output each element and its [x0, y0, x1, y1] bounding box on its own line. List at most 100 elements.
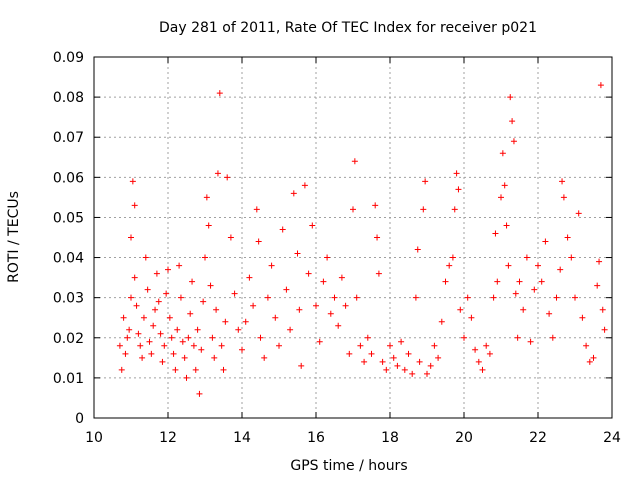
- data-point: [335, 322, 342, 329]
- y-tick-label: 0: [75, 411, 84, 427]
- data-point: [503, 222, 510, 229]
- data-point: [594, 282, 601, 289]
- data-point: [494, 278, 501, 285]
- y-tick-label: 0.08: [53, 90, 84, 106]
- data-point: [296, 306, 303, 313]
- data-point: [424, 370, 430, 377]
- data-point: [142, 254, 149, 261]
- data-point: [372, 202, 379, 209]
- data-point: [353, 294, 360, 301]
- data-point: [438, 318, 445, 325]
- data-point: [461, 334, 467, 341]
- data-point: [309, 222, 316, 229]
- data-point: [239, 346, 245, 353]
- data-point: [150, 322, 157, 329]
- data-point: [255, 238, 262, 245]
- data-point: [535, 262, 541, 269]
- data-point: [137, 342, 144, 349]
- y-tick-label: 0.02: [53, 331, 84, 347]
- data-point: [268, 262, 275, 269]
- data-point: [294, 250, 301, 257]
- data-point: [586, 358, 593, 365]
- data-point: [213, 306, 220, 313]
- data-point: [153, 270, 160, 277]
- data-point: [364, 334, 371, 341]
- data-point: [599, 306, 606, 313]
- data-point: [387, 342, 393, 349]
- data-point: [350, 206, 356, 213]
- data-point: [414, 246, 421, 253]
- data-point: [560, 194, 567, 201]
- data-point: [483, 342, 490, 349]
- data-point: [464, 294, 471, 301]
- data-point: [394, 362, 401, 369]
- data-point: [357, 342, 364, 349]
- data-point: [287, 326, 294, 333]
- data-point: [283, 286, 290, 293]
- data-point: [451, 206, 458, 213]
- data-point: [159, 358, 166, 365]
- data-point: [172, 366, 179, 373]
- data-point: [499, 150, 506, 157]
- data-point: [422, 178, 429, 185]
- data-point: [202, 254, 208, 261]
- data-point: [516, 278, 523, 285]
- y-tick-label: 0.01: [53, 371, 84, 387]
- data-point: [590, 354, 597, 361]
- data-point: [509, 118, 516, 125]
- data-point: [177, 294, 184, 301]
- data-point: [523, 254, 530, 261]
- data-point: [597, 82, 604, 89]
- data-point: [492, 230, 499, 237]
- data-point: [479, 366, 486, 373]
- data-point: [405, 350, 412, 357]
- data-point: [331, 294, 338, 301]
- y-tick-label: 0.04: [53, 251, 84, 267]
- x-tick-label: 16: [307, 430, 325, 446]
- data-point: [224, 174, 231, 181]
- y-tick-label: 0.03: [53, 291, 84, 307]
- data-point: [531, 286, 538, 293]
- data-point: [320, 278, 327, 285]
- data-point: [568, 254, 575, 261]
- data-point: [520, 306, 527, 313]
- data-point: [486, 350, 493, 357]
- data-point: [553, 294, 560, 301]
- data-point: [194, 326, 201, 333]
- data-point: [166, 314, 173, 321]
- data-point: [409, 370, 416, 377]
- data-point: [246, 274, 253, 281]
- data-point: [431, 342, 438, 349]
- data-point: [327, 310, 334, 317]
- data-point: [351, 158, 358, 165]
- data-point: [572, 294, 578, 301]
- data-point: [368, 350, 375, 357]
- data-point: [216, 90, 223, 97]
- data-point: [416, 358, 423, 365]
- data-point: [342, 302, 349, 309]
- data-point: [601, 326, 608, 333]
- data-point: [468, 314, 475, 321]
- data-point: [490, 294, 497, 301]
- data-point: [235, 326, 242, 333]
- data-point: [596, 258, 603, 265]
- axis-ticks: 10 12 14 16 18 20 22 24 0 0.01 0.02 0.03 0.04 0.05 0.0…: [53, 50, 621, 446]
- data-point: [227, 234, 234, 241]
- data-point: [475, 358, 482, 365]
- data-point: [120, 314, 127, 321]
- data-point: [261, 354, 268, 361]
- data-point: [527, 338, 534, 345]
- data-point: [207, 282, 214, 289]
- data-point: [453, 170, 460, 177]
- data-point: [514, 334, 521, 341]
- x-axis-label: GPS time / hours: [290, 458, 407, 474]
- data-point: [205, 222, 212, 229]
- data-point: [276, 342, 282, 349]
- data-point: [190, 342, 197, 349]
- data-point: [139, 354, 146, 361]
- data-point: [374, 234, 381, 241]
- data-point: [192, 366, 199, 373]
- data-point: [583, 342, 590, 349]
- data-point: [242, 318, 249, 325]
- data-point: [505, 262, 512, 269]
